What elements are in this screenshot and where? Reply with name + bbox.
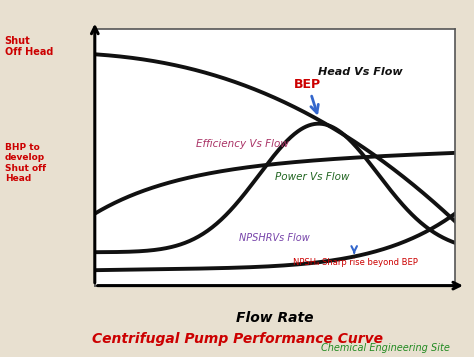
Text: Shut
Off Head: Shut Off Head	[5, 36, 53, 57]
Text: Efficiency Vs Flow: Efficiency Vs Flow	[196, 139, 289, 149]
Text: BHP to
develop
Shut off
Head: BHP to develop Shut off Head	[5, 143, 46, 183]
Text: Power Vs Flow: Power Vs Flow	[275, 172, 349, 182]
Text: NPSHₐ Sharp rise beyond BEP: NPSHₐ Sharp rise beyond BEP	[293, 258, 418, 267]
Text: BEP: BEP	[294, 78, 321, 113]
Text: Centrifugal Pump Performance Curve: Centrifugal Pump Performance Curve	[91, 332, 383, 346]
Text: Head Vs Flow: Head Vs Flow	[318, 67, 403, 77]
Text: NPSHRVs Flow: NPSHRVs Flow	[239, 233, 310, 243]
Text: Flow Rate: Flow Rate	[236, 311, 314, 325]
Text: Chemical Engineering Site: Chemical Engineering Site	[321, 343, 450, 353]
